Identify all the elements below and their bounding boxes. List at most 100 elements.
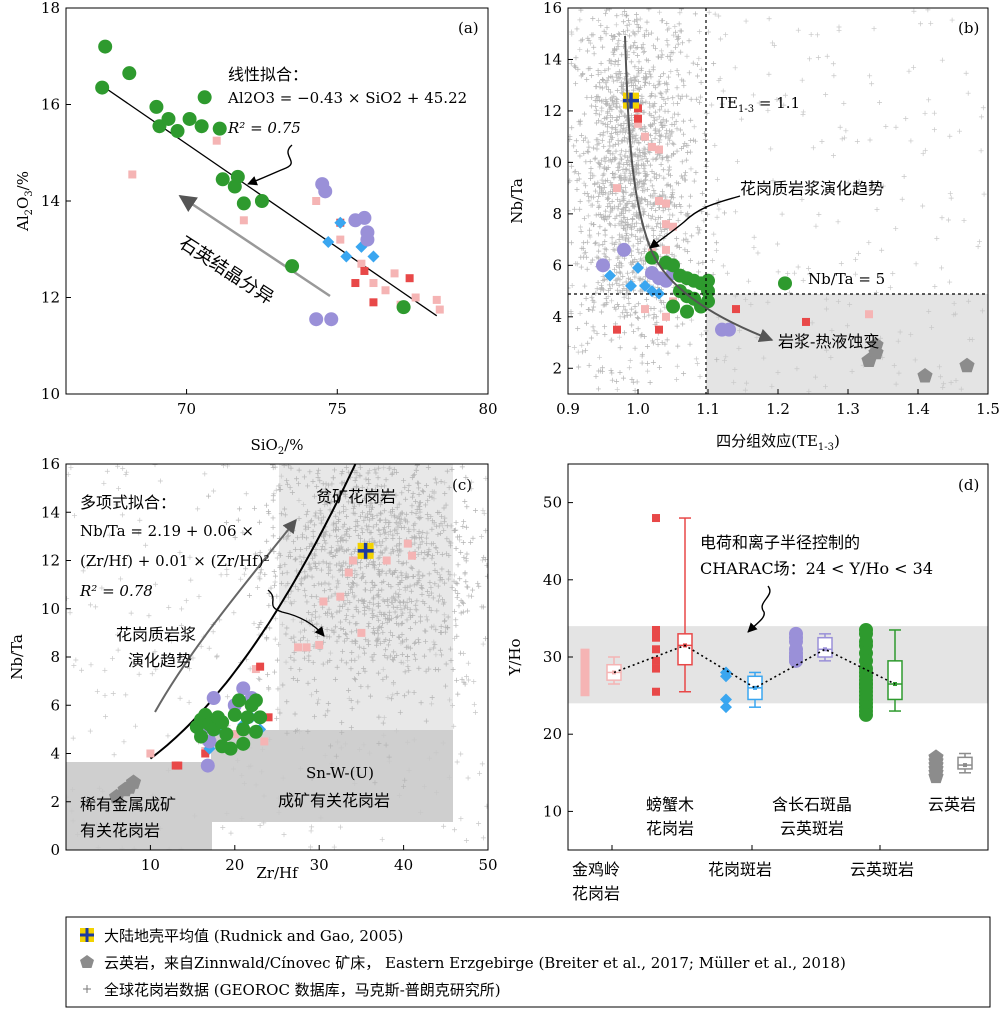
- global-granite-point: [601, 277, 607, 283]
- global-granite-point: [592, 241, 598, 247]
- global-granite-point: [352, 478, 358, 484]
- fit-title: 线性拟合：: [228, 65, 308, 84]
- global-granite-point: [951, 300, 957, 306]
- global-granite-point: [405, 574, 411, 580]
- global-granite-point: [621, 81, 627, 87]
- global-granite-point: [327, 658, 333, 664]
- global-granite-point: [576, 364, 582, 370]
- global-granite-point: [288, 665, 294, 671]
- global-granite-point: [152, 464, 158, 468]
- global-granite-point: [604, 216, 610, 222]
- global-granite-point: [115, 464, 121, 469]
- global-granite-point: [119, 512, 125, 518]
- global-granite-point: [616, 75, 622, 81]
- global-granite-point: [609, 95, 615, 101]
- global-granite-point: [614, 270, 620, 276]
- global-granite-point: [430, 541, 436, 547]
- global-granite-point: [630, 29, 636, 35]
- global-granite-point: [607, 189, 613, 195]
- global-granite-point: [411, 640, 417, 646]
- global-granite-point: [413, 467, 419, 473]
- global-granite-point: [597, 354, 603, 360]
- global-granite-point: [416, 640, 422, 646]
- global-granite-point: [413, 510, 419, 516]
- global-granite-point: [658, 122, 664, 128]
- global-granite-point: [632, 387, 638, 393]
- global-granite-point: [632, 64, 638, 70]
- global-granite-point: [581, 240, 587, 246]
- global-granite-point: [618, 209, 624, 215]
- global-granite-point: [616, 31, 622, 37]
- global-granite-point: [308, 519, 314, 525]
- global-granite-point: [284, 730, 290, 736]
- global-granite-point: [434, 790, 440, 796]
- global-granite-point: [481, 554, 487, 560]
- global-granite-point: [447, 572, 453, 578]
- greisen-porphyry-point: [680, 304, 694, 319]
- global-granite-point: [678, 145, 684, 151]
- global-granite-point: [433, 627, 439, 633]
- global-granite-point: [629, 322, 635, 328]
- global-granite-point: [453, 622, 459, 628]
- global-granite-point: [642, 125, 648, 131]
- global-granite-point: [178, 623, 184, 629]
- global-granite-point: [336, 568, 342, 574]
- global-granite-point: [630, 87, 636, 93]
- global-granite-point: [617, 314, 623, 320]
- global-granite-point: [440, 523, 446, 529]
- jinjiling-point: [641, 132, 649, 141]
- global-granite-point: [684, 93, 690, 99]
- global-granite-point: [324, 626, 330, 632]
- global-granite-point: [598, 69, 604, 75]
- global-granite-point: [239, 815, 245, 821]
- global-granite-point: [646, 31, 652, 37]
- global-granite-point: [685, 149, 691, 155]
- global-granite-point: [822, 384, 828, 390]
- global-granite-point: [642, 151, 648, 157]
- global-granite-point: [461, 679, 467, 685]
- y-tick-label: 4: [552, 308, 562, 326]
- global-granite-point: [642, 146, 648, 152]
- global-granite-point: [437, 577, 443, 583]
- y-tick-label: 12: [41, 552, 60, 570]
- global-granite-point: [702, 131, 708, 137]
- global-granite-point: [616, 221, 622, 227]
- global-granite-point: [426, 755, 432, 761]
- global-granite-point: [198, 643, 204, 649]
- global-granite-point: [656, 364, 662, 370]
- global-granite-point: [670, 140, 676, 146]
- global-granite-point: [328, 611, 334, 617]
- pangxiemu-point: [174, 761, 183, 770]
- global-granite-point: [698, 332, 704, 338]
- greisen-porphyry-point: [248, 724, 263, 739]
- global-granite-point: [640, 161, 646, 167]
- global-granite-point: [455, 591, 461, 597]
- global-granite-point: [306, 653, 312, 659]
- global-granite-point: [397, 519, 403, 525]
- global-granite-point: [325, 482, 331, 488]
- global-granite-point: [434, 608, 440, 614]
- global-granite-point: [583, 348, 589, 354]
- global-granite-point: [336, 560, 342, 566]
- te-line-label: TE1-3 = 1.1: [717, 94, 800, 115]
- global-granite-point: [421, 653, 427, 659]
- global-granite-point: [655, 220, 661, 226]
- global-granite-point: [611, 241, 617, 247]
- global-granite-point: [599, 157, 605, 163]
- global-granite-point: [345, 607, 351, 613]
- global-granite-point: [385, 695, 391, 701]
- global-granite-point: [320, 604, 326, 610]
- global-granite-point: [963, 70, 969, 76]
- global-granite-point: [168, 638, 174, 644]
- global-granite-point: [367, 495, 373, 501]
- global-granite-point: [718, 36, 724, 42]
- global-granite-point: [853, 256, 859, 262]
- global-granite-point: [399, 490, 405, 496]
- global-granite-point: [347, 526, 353, 532]
- global-granite-point: [632, 310, 638, 316]
- global-granite-point: [368, 501, 374, 507]
- global-granite-point: [268, 585, 274, 591]
- global-granite-point: [755, 250, 761, 256]
- global-granite-point: [409, 565, 415, 571]
- global-granite-point: [281, 464, 287, 468]
